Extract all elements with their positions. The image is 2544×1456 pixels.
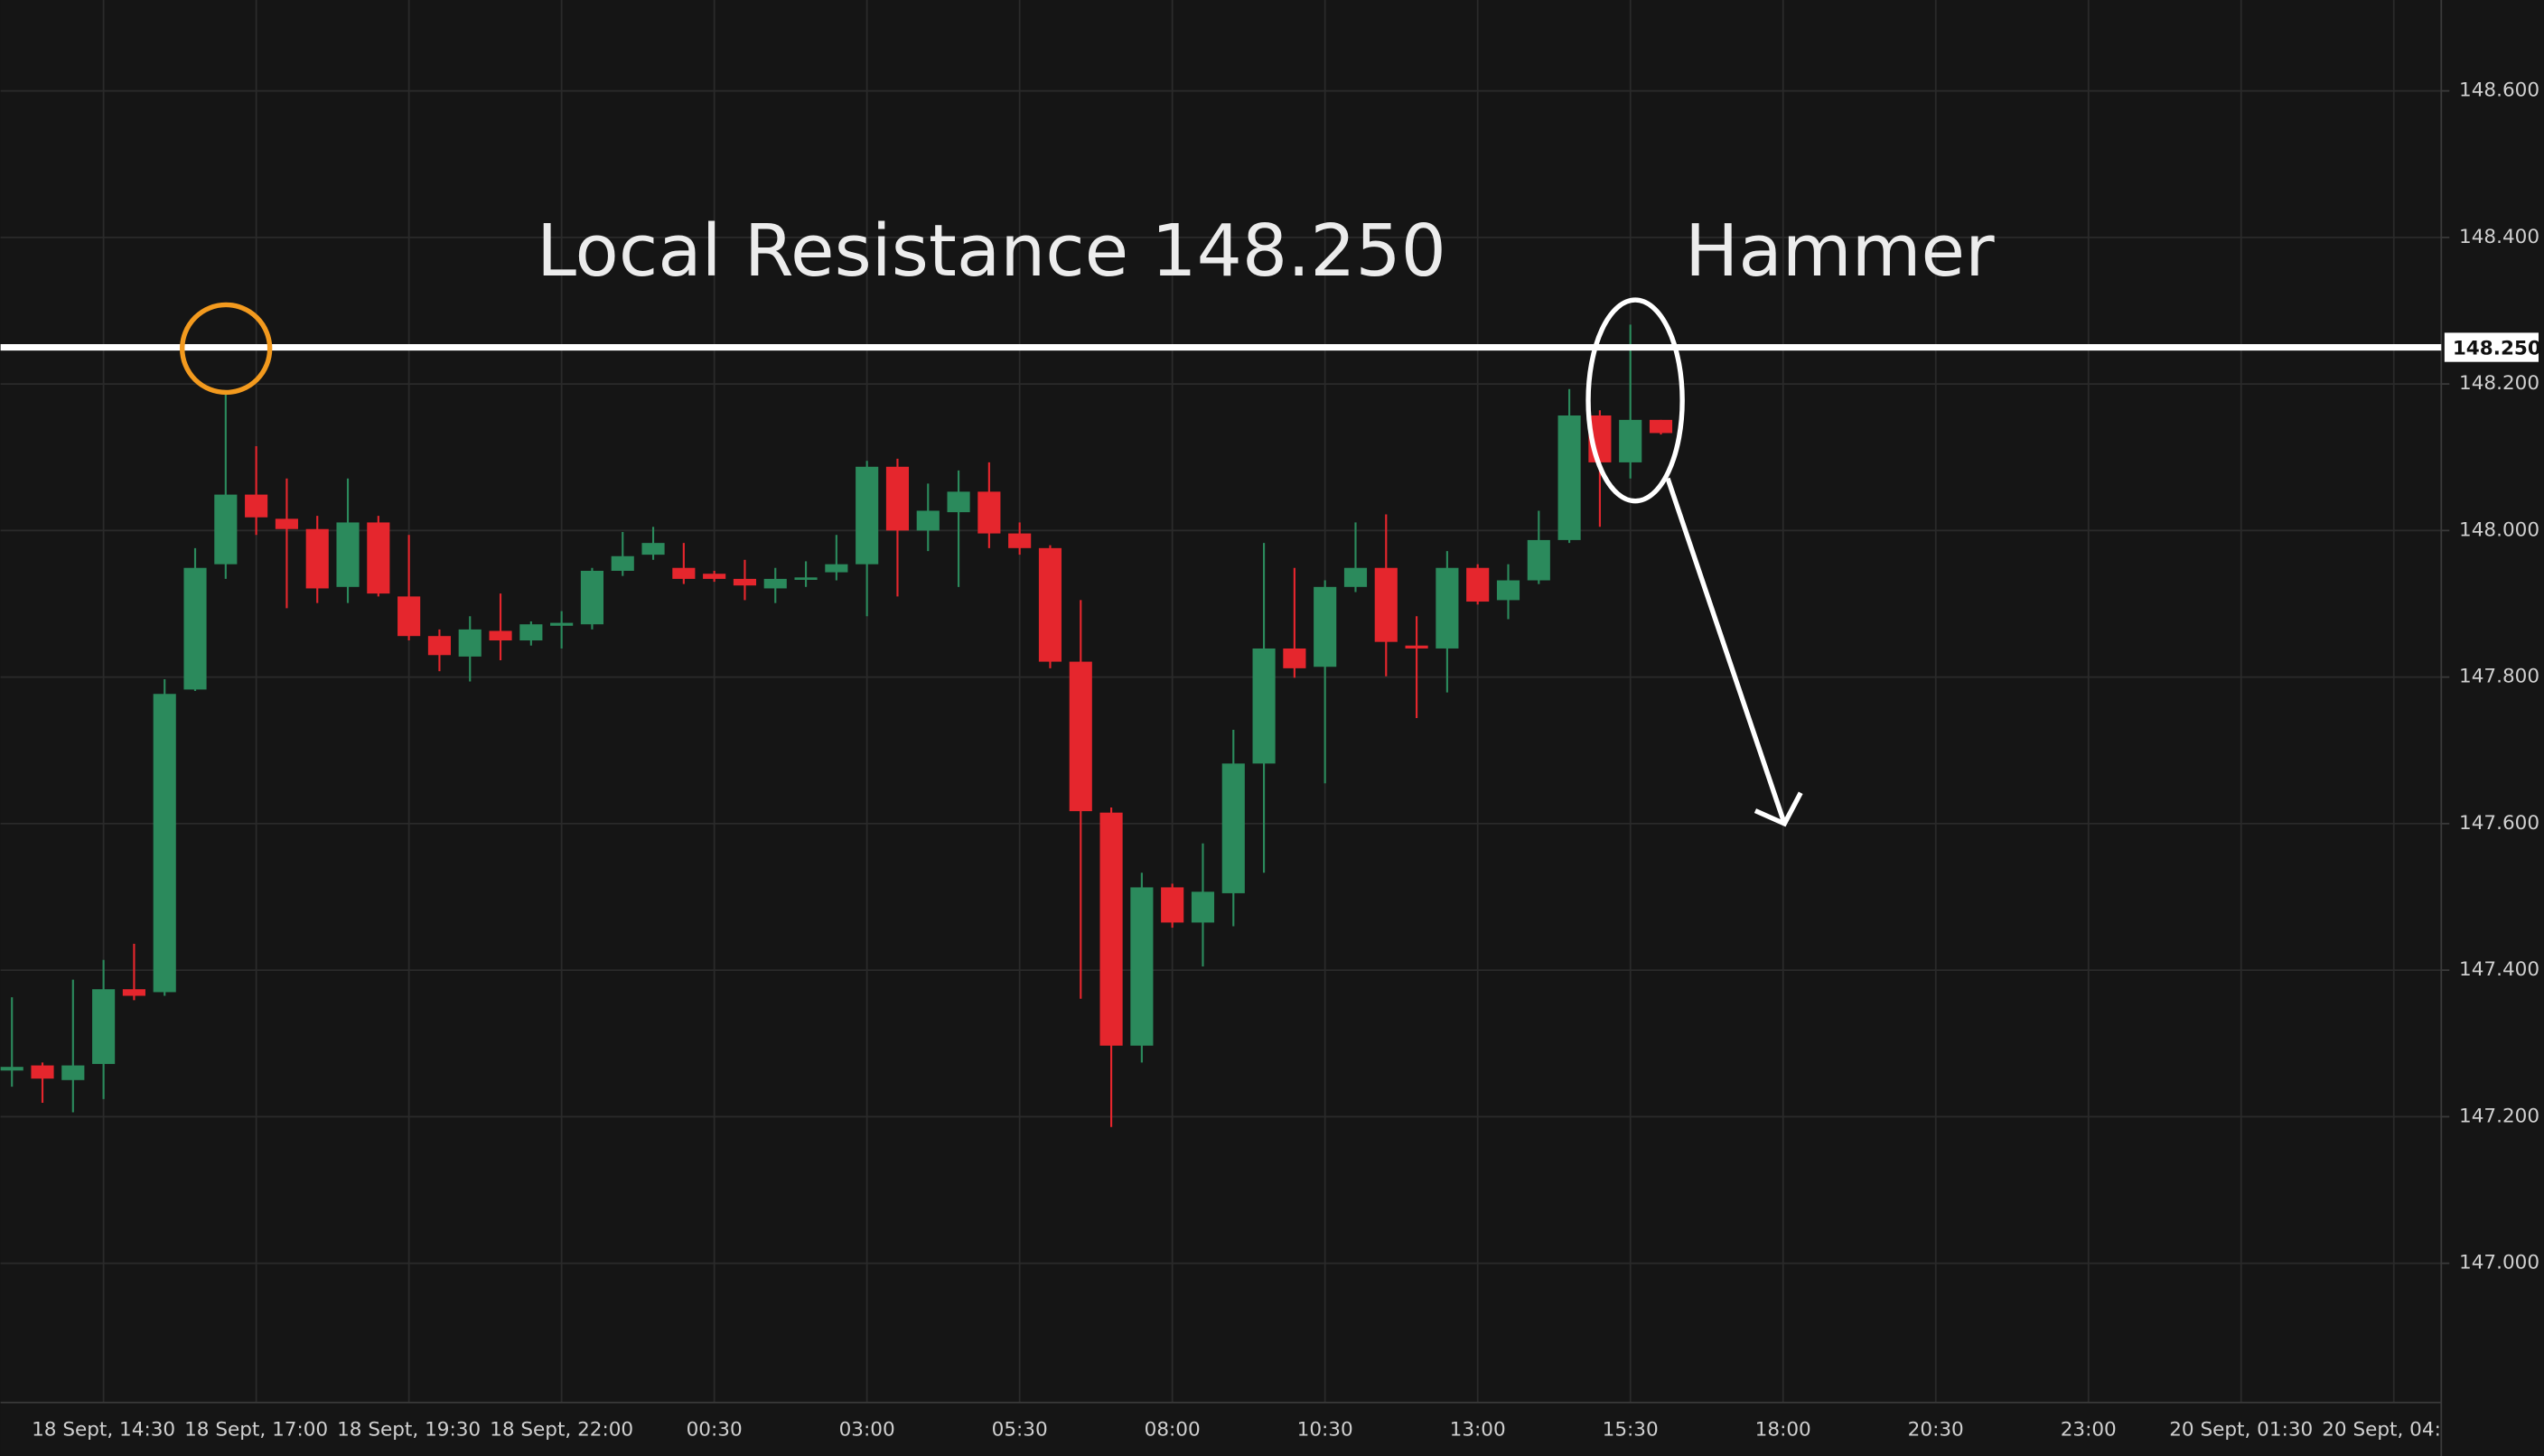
candle-body (1221, 763, 1245, 893)
candle-body (183, 567, 207, 690)
candle-body (153, 694, 176, 993)
candle-body (61, 1065, 85, 1080)
x-axis: 18 Sept, 14:30 18 Sept, 17:00 18 Sept, 19:… (32, 1418, 2465, 1441)
candle-body (1343, 567, 1368, 587)
candle-body (1038, 547, 1062, 662)
candle-body (580, 570, 604, 625)
x-tick-label: 05:30 (992, 1418, 1048, 1441)
candle-body (214, 494, 238, 565)
candle-body (916, 510, 940, 531)
x-tick-label: 00:30 (687, 1418, 743, 1441)
x-tick-label: 18:00 (1755, 1418, 1811, 1441)
x-tick-label: 18 Sept, 17:00 (184, 1418, 328, 1441)
down-arrow (1665, 477, 1803, 827)
candle-body (367, 522, 390, 594)
high-circle (180, 302, 273, 396)
candle-body (611, 555, 634, 571)
candle-body (336, 522, 360, 587)
y-tick-label: 147.800 (2459, 666, 2539, 688)
candle-body (1069, 661, 1092, 812)
y-tick-label: 147.400 (2459, 958, 2539, 981)
candles (0, 324, 1673, 1127)
y-tick-label: 148.600 (2459, 79, 2539, 102)
candle-body (489, 630, 512, 641)
y-tick-label: 147.200 (2459, 1105, 2539, 1127)
candle-body (519, 624, 543, 641)
candle-body (1161, 887, 1184, 923)
x-tick-label: 03:00 (839, 1418, 895, 1441)
candle-body (398, 596, 421, 637)
candle-body (458, 629, 482, 657)
y-tick-label: 147.600 (2459, 812, 2539, 835)
x-tick-label: 10:30 (1297, 1418, 1353, 1441)
candle-body (275, 518, 298, 529)
candle-body (1496, 580, 1520, 601)
x-tick-label: 20:30 (1908, 1418, 1964, 1441)
candle-body (1283, 648, 1306, 668)
overlay: 148.250 (0, 332, 2541, 362)
candle-body (1557, 415, 1581, 540)
candle-body (1619, 419, 1642, 462)
candle-body (122, 989, 145, 996)
candle-body (856, 466, 879, 565)
candle-body (245, 494, 268, 518)
x-tick-label: 08:00 (1145, 1418, 1201, 1441)
x-tick-label: 23:00 (2061, 1418, 2117, 1441)
y-tick-label: 148.400 (2459, 226, 2539, 248)
annotation: Hammer (1685, 210, 1995, 293)
x-tick-label: 20 Sept, 01:30 (2169, 1418, 2313, 1441)
candle-body (1527, 539, 1550, 581)
hammer-ellipse (1585, 297, 1685, 504)
x-tick-label: 18 Sept, 19:30 (337, 1418, 481, 1441)
x-tick-label: 18 Sept, 14:30 (32, 1418, 175, 1441)
annotation: Local Resistance 148.250 (537, 210, 1446, 293)
candle-body (1405, 645, 1428, 649)
resistance-label: 148.250 (2453, 337, 2541, 359)
candle-body (672, 567, 696, 579)
x-tick-label: 15:30 (1603, 1418, 1659, 1441)
candle-body (1252, 648, 1276, 764)
candle-body (1099, 812, 1123, 1046)
grid (0, 0, 2442, 1403)
candle-body (1130, 887, 1154, 1046)
y-tick-label: 148.000 (2459, 518, 2539, 541)
candle-body (1191, 891, 1215, 923)
candle-body (1649, 419, 1673, 434)
candle-body (427, 636, 451, 656)
candle-body (1374, 567, 1398, 642)
candle-body (92, 989, 116, 1064)
candle-body (733, 578, 757, 586)
candle-body (0, 1067, 23, 1071)
x-tick-label: 18 Sept, 22:00 (490, 1418, 633, 1441)
candle-body (641, 543, 665, 555)
candle-body (1008, 533, 1032, 548)
candle-body (305, 528, 329, 589)
y-tick-label: 147.000 (2459, 1252, 2539, 1274)
candle-body (1436, 567, 1459, 649)
y-axis: 147.000 147.200 147.400 147.600 147.800 148.0… (2441, 79, 2539, 1274)
candle-body (1314, 586, 1337, 667)
candle-body (31, 1065, 54, 1079)
candle-body (947, 491, 970, 513)
y-tick-label: 148.200 (2459, 372, 2539, 395)
candle-body (703, 574, 726, 579)
candle-body (794, 577, 818, 580)
candle-body (977, 491, 1001, 534)
candle-body (885, 466, 910, 531)
candle-body (550, 622, 574, 626)
candle-body (1466, 567, 1490, 602)
candle-body (825, 564, 848, 573)
x-tick-label: 20 Sept, 04:00 (2322, 1418, 2465, 1441)
x-tick-label: 13:00 (1450, 1418, 1506, 1441)
resistance-label-box (2444, 332, 2539, 362)
candle-body (763, 578, 787, 589)
